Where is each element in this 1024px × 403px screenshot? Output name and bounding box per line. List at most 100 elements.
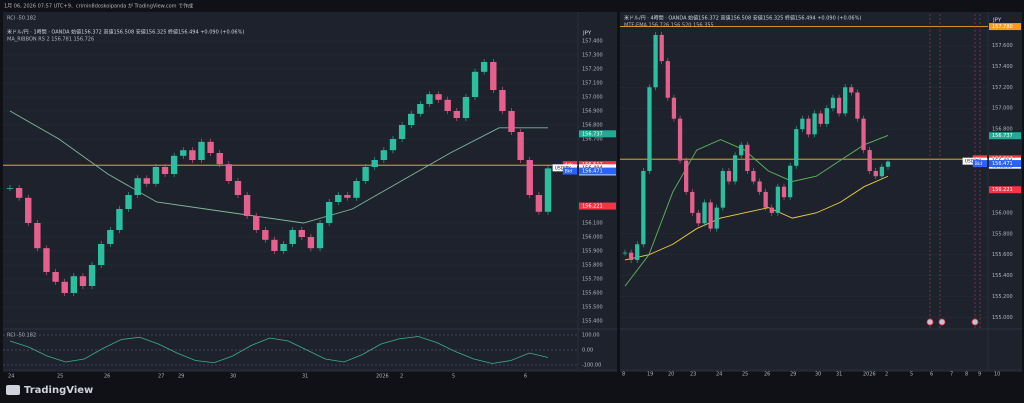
y-tick-label: 155.800 (582, 263, 603, 269)
candle (732, 155, 738, 182)
candle (471, 71, 479, 97)
candle (696, 212, 701, 224)
candle (70, 276, 78, 293)
y-tick-label: 155.400 (992, 273, 1013, 279)
price-badge-label: 156.221 (992, 187, 1013, 193)
x-tick-label: 25 (742, 372, 748, 378)
price-badge (579, 167, 616, 175)
y-tick-label: 157.200 (582, 67, 603, 73)
candle (271, 239, 278, 251)
price-badge-label: 157.780 (992, 24, 1013, 30)
price-badge-label: 156.737 (582, 131, 603, 137)
currency: JPY (582, 31, 592, 37)
candle (371, 160, 378, 167)
candle (280, 244, 287, 251)
candle (198, 141, 205, 160)
x-tick-label: 23 (690, 372, 696, 378)
indicator-label: RCI -50.182 (7, 16, 36, 22)
x-tick-label: 6 (524, 374, 527, 380)
x-tick-label: 26 (764, 372, 770, 378)
candle (307, 237, 315, 249)
candle (508, 111, 515, 132)
y-tick-label: 157.000 (992, 106, 1013, 112)
candle (170, 155, 178, 174)
candle (25, 197, 32, 223)
caption: 1月 06, 2026 07:57 UTC+9、crimin8doskoipan… (4, 3, 193, 10)
candle (763, 191, 768, 208)
rci-tick-label: 0.00 (582, 348, 593, 354)
candle (408, 113, 415, 125)
price-badge (989, 186, 1021, 194)
price-badge (989, 23, 1021, 31)
candle (243, 195, 251, 216)
moving-average (624, 175, 889, 261)
candle (855, 92, 860, 119)
event-icon (938, 318, 946, 326)
candle (781, 186, 787, 198)
candle (535, 195, 543, 212)
x-tick-label: 24 (716, 372, 722, 378)
candle (714, 207, 719, 229)
candle (88, 265, 96, 286)
candle (61, 281, 68, 293)
y-tick-label: 157.100 (582, 81, 603, 87)
price-badge (989, 160, 1021, 168)
x-tick-label: 27 (158, 374, 164, 380)
event-icon (971, 318, 979, 326)
candle (435, 94, 442, 100)
price-badge (989, 132, 1021, 140)
candle (622, 252, 628, 254)
candle (52, 272, 59, 282)
x-tick-label: 7 (950, 372, 953, 378)
candle (641, 171, 646, 245)
x-tick-label: 24 (8, 374, 14, 380)
x-tick-label: 8 (622, 372, 625, 378)
candle (353, 181, 360, 198)
event-icon (926, 318, 934, 326)
candle (180, 150, 187, 156)
price-badge-label: 156.737 (992, 133, 1013, 139)
candle (751, 171, 756, 182)
logo-icon (6, 385, 20, 395)
candle (79, 276, 87, 286)
candle (628, 252, 634, 260)
y-tick-label: 156.800 (992, 127, 1013, 133)
candle (769, 207, 774, 213)
candle (659, 34, 664, 62)
currency: JPY (992, 18, 1002, 24)
price-badge-label: 156.221 (582, 204, 603, 210)
candle (843, 87, 848, 114)
candle (708, 202, 713, 229)
candle (653, 34, 658, 88)
candle (677, 118, 683, 161)
rci-line (9, 336, 549, 364)
price-tag (562, 167, 577, 175)
candle (161, 167, 169, 174)
candle (794, 129, 799, 166)
candle (189, 150, 196, 160)
candle (647, 87, 652, 171)
study-label: MA_RIBBON RS 2 156.781 156.726 (7, 37, 94, 43)
candle (806, 118, 811, 135)
y-tick-label: 156.700 (582, 137, 603, 143)
candle (289, 230, 296, 244)
candle (739, 144, 744, 156)
price-tag-label: Bid (565, 169, 572, 175)
x-tick-label: 20 (668, 372, 674, 378)
candle (867, 150, 872, 171)
y-tick-label: 157.000 (582, 95, 603, 101)
candle (444, 99, 451, 111)
candle (726, 171, 732, 182)
candle (720, 171, 726, 208)
candle (526, 160, 533, 195)
x-tick-label: 29 (790, 372, 796, 378)
candle (316, 223, 324, 249)
x-tick-label: 2026 (863, 372, 876, 378)
candle (335, 195, 342, 202)
y-tick-label: 155.900 (582, 249, 603, 255)
x-tick-label: 31 (836, 372, 842, 378)
candle (480, 62, 488, 72)
x-tick-label: 6 (930, 372, 933, 378)
candle (389, 139, 397, 151)
x-tick-label: 31 (302, 374, 308, 380)
